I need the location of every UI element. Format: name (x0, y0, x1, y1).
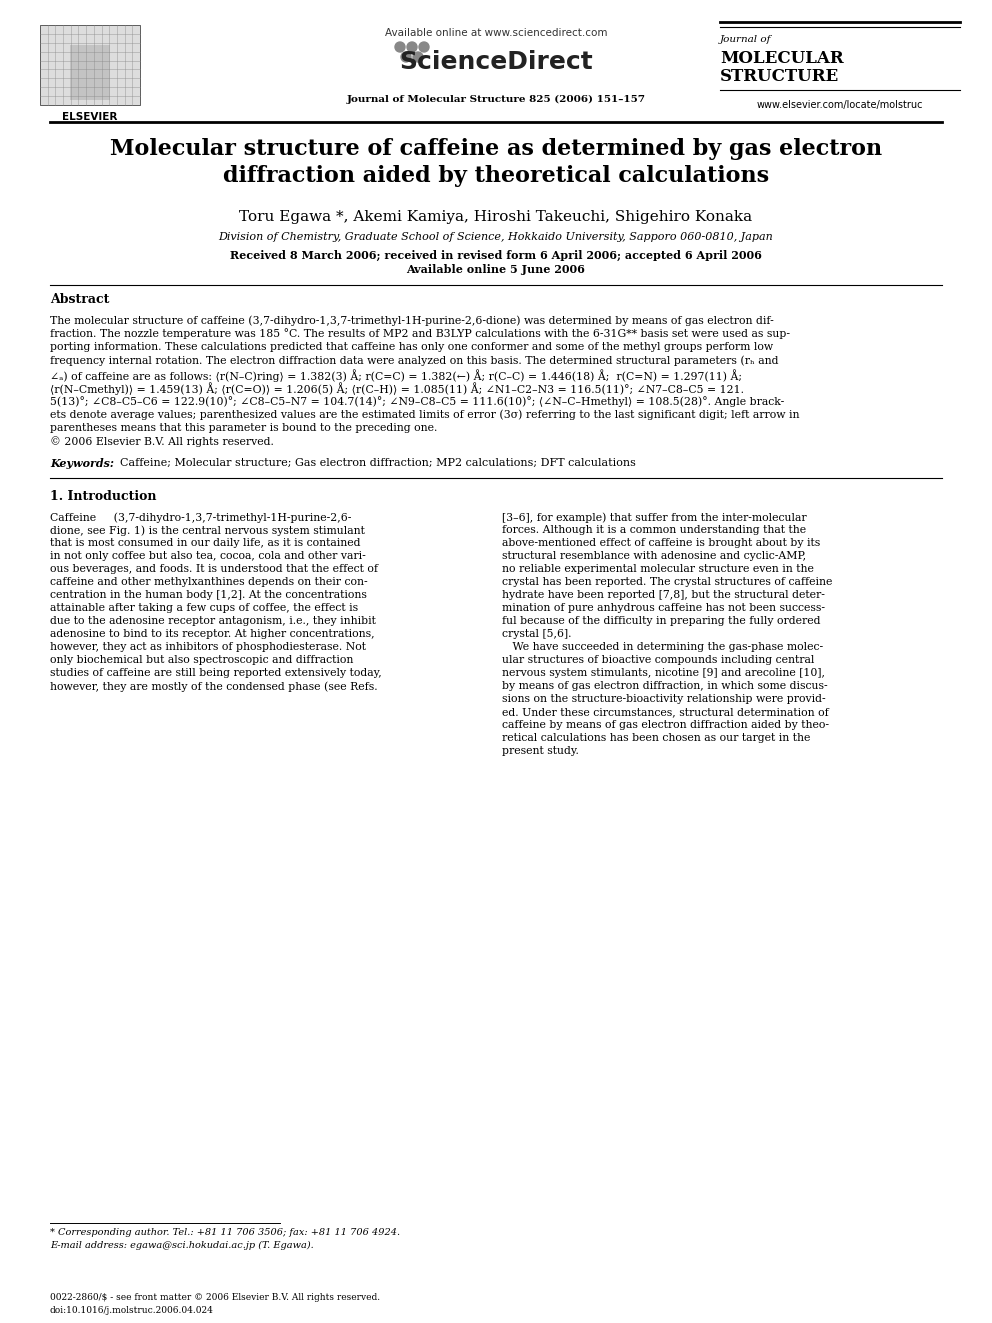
Text: present study.: present study. (502, 746, 579, 755)
Text: mination of pure anhydrous caffeine has not been success-: mination of pure anhydrous caffeine has … (502, 603, 825, 613)
Text: We have succeeded in determining the gas-phase molec-: We have succeeded in determining the gas… (502, 642, 823, 652)
Text: structural resemblance with adenosine and cyclic-AMP,: structural resemblance with adenosine an… (502, 550, 806, 561)
Text: no reliable experimental molecular structure even in the: no reliable experimental molecular struc… (502, 564, 813, 574)
Text: ed. Under these circumstances, structural determination of: ed. Under these circumstances, structura… (502, 706, 828, 717)
Text: ful because of the difficulty in preparing the fully ordered: ful because of the difficulty in prepari… (502, 617, 820, 626)
Text: caffeine and other methylxanthines depends on their con-: caffeine and other methylxanthines depen… (50, 577, 368, 587)
Circle shape (395, 42, 405, 52)
Text: ⟨r(N–Cmethyl)⟩ = 1.459(13) Å; ⟨r(C=O)⟩ = 1.206(5) Å; ⟨r(C–H)⟩ = 1.085(11) Å; ∠N1: ⟨r(N–Cmethyl)⟩ = 1.459(13) Å; ⟨r(C=O)⟩ =… (50, 382, 744, 396)
Text: crystal [5,6].: crystal [5,6]. (502, 628, 571, 639)
Circle shape (401, 52, 411, 62)
Text: www.elsevier.com/locate/molstruc: www.elsevier.com/locate/molstruc (757, 101, 924, 110)
Text: attainable after taking a few cups of coffee, the effect is: attainable after taking a few cups of co… (50, 603, 358, 613)
Circle shape (419, 42, 429, 52)
Text: due to the adenosine receptor antagonism, i.e., they inhibit: due to the adenosine receptor antagonism… (50, 617, 376, 626)
Text: 5(13)°; ∠C8–C5–C6 = 122.9(10)°; ∠C8–C5–N7 = 104.7(14)°; ∠N9–C8–C5 = 111.6(10)°; : 5(13)°; ∠C8–C5–C6 = 122.9(10)°; ∠C8–C5–N… (50, 396, 785, 407)
Text: above-mentioned effect of caffeine is brought about by its: above-mentioned effect of caffeine is br… (502, 538, 820, 548)
Text: The molecular structure of caffeine (3,7-dihydro-1,3,7-trimethyl-1H-purine-2,6-d: The molecular structure of caffeine (3,7… (50, 315, 774, 325)
Text: Journal of: Journal of (720, 34, 772, 44)
Circle shape (413, 52, 423, 62)
Text: nervous system stimulants, nicotine [9] and arecoline [10],: nervous system stimulants, nicotine [9] … (502, 668, 825, 677)
Text: centration in the human body [1,2]. At the concentrations: centration in the human body [1,2]. At t… (50, 590, 367, 601)
Text: however, they act as inhibitors of phosphodiesterase. Not: however, they act as inhibitors of phosp… (50, 642, 366, 652)
Text: however, they are mostly of the condensed phase (see Refs.: however, they are mostly of the condense… (50, 681, 378, 692)
Text: Caffeine; Molecular structure; Gas electron diffraction; MP2 calculations; DFT c: Caffeine; Molecular structure; Gas elect… (120, 458, 636, 468)
Bar (70, 45, 110, 101)
Text: ∠ₐ) of caffeine are as follows: ⟨r(N–C)ring⟩ = 1.382(3) Å; r(C=C) = 1.382(←) Å; : ∠ₐ) of caffeine are as follows: ⟨r(N–C)r… (50, 369, 742, 382)
Text: Abstract: Abstract (50, 292, 109, 306)
Text: only biochemical but also spectroscopic and diffraction: only biochemical but also spectroscopic … (50, 655, 353, 665)
Text: diffraction aided by theoretical calculations: diffraction aided by theoretical calcula… (223, 165, 769, 187)
Text: crystal has been reported. The crystal structures of caffeine: crystal has been reported. The crystal s… (502, 577, 832, 587)
Text: frequency internal rotation. The electron diffraction data were analyzed on this: frequency internal rotation. The electro… (50, 356, 779, 366)
Text: ous beverages, and foods. It is understood that the effect of: ous beverages, and foods. It is understo… (50, 564, 378, 574)
Text: adenosine to bind to its receptor. At higher concentrations,: adenosine to bind to its receptor. At hi… (50, 628, 375, 639)
Text: in not only coffee but also tea, cocoa, cola and other vari-: in not only coffee but also tea, cocoa, … (50, 550, 366, 561)
Text: ular structures of bioactive compounds including central: ular structures of bioactive compounds i… (502, 655, 814, 665)
Text: * Corresponding author. Tel.: +81 11 706 3506; fax: +81 11 706 4924.: * Corresponding author. Tel.: +81 11 706… (50, 1228, 400, 1237)
Text: © 2006 Elsevier B.V. All rights reserved.: © 2006 Elsevier B.V. All rights reserved… (50, 437, 274, 447)
Text: hydrate have been reported [7,8], but the structural deter-: hydrate have been reported [7,8], but th… (502, 590, 825, 601)
Text: Division of Chemistry, Graduate School of Science, Hokkaido University, Sapporo : Division of Chemistry, Graduate School o… (218, 232, 774, 242)
Text: E-mail address: egawa@sci.hokudai.ac.jp (T. Egawa).: E-mail address: egawa@sci.hokudai.ac.jp … (50, 1241, 313, 1250)
Text: that is most consumed in our daily life, as it is contained: that is most consumed in our daily life,… (50, 538, 360, 548)
Text: ets denote average values; parenthesized values are the estimated limits of erro: ets denote average values; parenthesized… (50, 410, 800, 421)
Text: sions on the structure-bioactivity relationship were provid-: sions on the structure-bioactivity relat… (502, 695, 825, 704)
Text: dione, see Fig. 1) is the central nervous system stimulant: dione, see Fig. 1) is the central nervou… (50, 525, 365, 536)
Text: forces. Although it is a common understanding that the: forces. Although it is a common understa… (502, 525, 806, 534)
Text: Journal of Molecular Structure 825 (2006) 151–157: Journal of Molecular Structure 825 (2006… (346, 95, 646, 105)
Text: retical calculations has been chosen as our target in the: retical calculations has been chosen as … (502, 733, 810, 744)
Text: studies of caffeine are still being reported extensively today,: studies of caffeine are still being repo… (50, 668, 382, 677)
Text: Available online 5 June 2006: Available online 5 June 2006 (407, 265, 585, 275)
Text: fraction. The nozzle temperature was 185 °C. The results of MP2 and B3LYP calcul: fraction. The nozzle temperature was 185… (50, 328, 790, 340)
Text: ELSEVIER: ELSEVIER (62, 112, 118, 122)
Text: 0022-2860/$ - see front matter © 2006 Elsevier B.V. All rights reserved.: 0022-2860/$ - see front matter © 2006 El… (50, 1293, 380, 1302)
Text: Molecular structure of caffeine as determined by gas electron: Molecular structure of caffeine as deter… (110, 138, 882, 160)
Text: Keywords:: Keywords: (50, 458, 114, 468)
Text: by means of gas electron diffraction, in which some discus-: by means of gas electron diffraction, in… (502, 681, 827, 691)
Text: parentheses means that this parameter is bound to the preceding one.: parentheses means that this parameter is… (50, 423, 437, 433)
Text: caffeine by means of gas electron diffraction aided by theo-: caffeine by means of gas electron diffra… (502, 720, 829, 730)
Text: ScienceDirect: ScienceDirect (399, 50, 593, 74)
Text: Caffeine     (3,7-dihydro-1,3,7-trimethyl-1H-purine-2,6-: Caffeine (3,7-dihydro-1,3,7-trimethyl-1H… (50, 512, 351, 523)
Text: porting information. These calculations predicted that caffeine has only one con: porting information. These calculations … (50, 343, 773, 352)
Text: STRUCTURE: STRUCTURE (720, 67, 839, 85)
Text: Received 8 March 2006; received in revised form 6 April 2006; accepted 6 April 2: Received 8 March 2006; received in revis… (230, 250, 762, 261)
Text: Available online at www.sciencedirect.com: Available online at www.sciencedirect.co… (385, 28, 607, 38)
Circle shape (407, 42, 417, 52)
Bar (40, 25, 140, 105)
Text: 1. Introduction: 1. Introduction (50, 490, 157, 503)
Text: MOLECULAR: MOLECULAR (720, 50, 843, 67)
Text: Toru Egawa *, Akemi Kamiya, Hiroshi Takeuchi, Shigehiro Konaka: Toru Egawa *, Akemi Kamiya, Hiroshi Take… (239, 210, 753, 224)
Text: [3–6], for example) that suffer from the inter-molecular: [3–6], for example) that suffer from the… (502, 512, 806, 523)
Text: doi:10.1016/j.molstruc.2006.04.024: doi:10.1016/j.molstruc.2006.04.024 (50, 1306, 214, 1315)
